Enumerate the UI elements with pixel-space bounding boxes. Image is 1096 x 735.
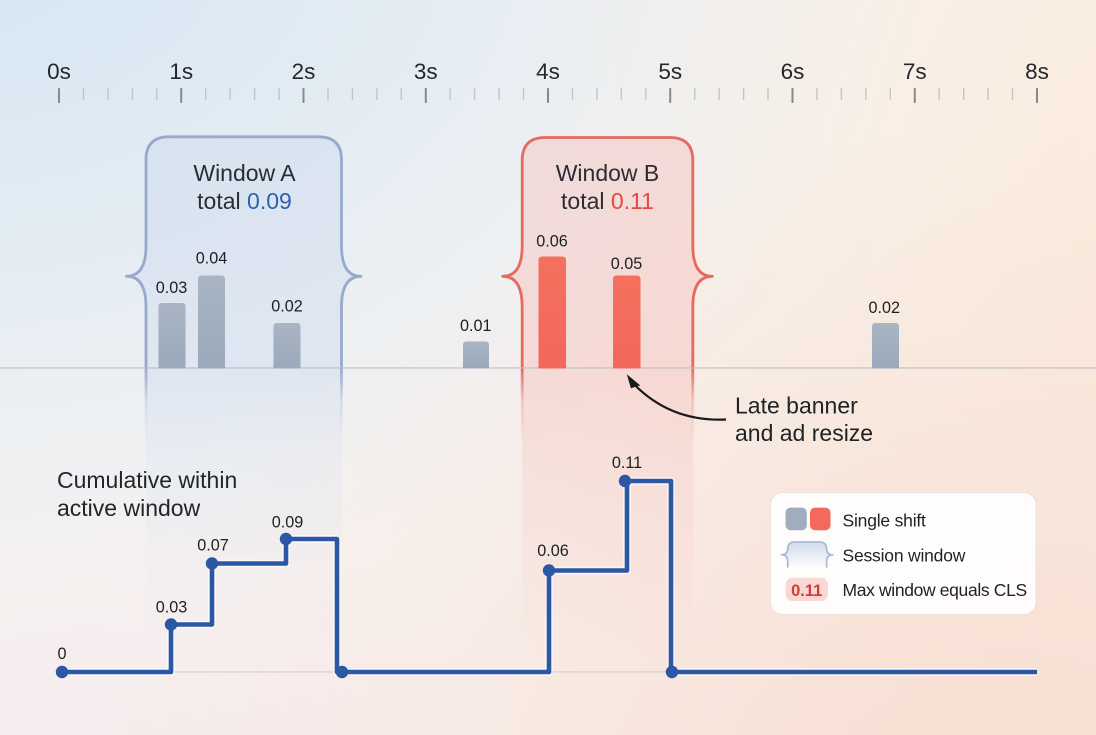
svg-text:0.11: 0.11 [612,454,642,472]
svg-text:0.03: 0.03 [156,279,188,297]
svg-text:Window B: Window B [556,160,660,186]
svg-text:6s: 6s [781,59,805,84]
svg-text:8s: 8s [1025,59,1049,84]
svg-text:5s: 5s [658,59,682,84]
svg-text:Window A: Window A [193,160,296,186]
svg-text:and ad resize: and ad resize [735,420,873,446]
svg-text:0.02: 0.02 [271,298,303,316]
svg-text:0: 0 [57,645,66,663]
svg-text:0s: 0s [47,59,71,84]
svg-text:Cumulative within: Cumulative within [57,467,237,493]
svg-text:0.01: 0.01 [460,317,492,335]
svg-text:total 0.09: total 0.09 [197,188,292,214]
svg-text:Max window equals CLS: Max window equals CLS [843,580,1027,600]
svg-text:active window: active window [57,495,201,521]
svg-text:0.06: 0.06 [536,233,568,251]
svg-text:2s: 2s [292,59,316,84]
svg-text:Session window: Session window [843,546,966,566]
svg-text:0.03: 0.03 [156,599,188,617]
svg-text:total 0.11: total 0.11 [561,188,654,214]
svg-text:1s: 1s [169,59,193,84]
svg-text:Single shift: Single shift [843,511,927,531]
svg-text:Late banner: Late banner [735,393,858,419]
svg-text:3s: 3s [414,59,438,84]
svg-text:7s: 7s [903,59,927,84]
svg-text:4s: 4s [536,59,560,84]
svg-text:0.11: 0.11 [791,582,822,600]
svg-text:0.06: 0.06 [537,542,569,560]
svg-text:0.02: 0.02 [869,299,901,317]
svg-text:0.09: 0.09 [272,514,304,532]
svg-text:0.04: 0.04 [196,250,228,268]
svg-text:0.05: 0.05 [611,255,643,273]
svg-text:0.07: 0.07 [197,537,229,555]
